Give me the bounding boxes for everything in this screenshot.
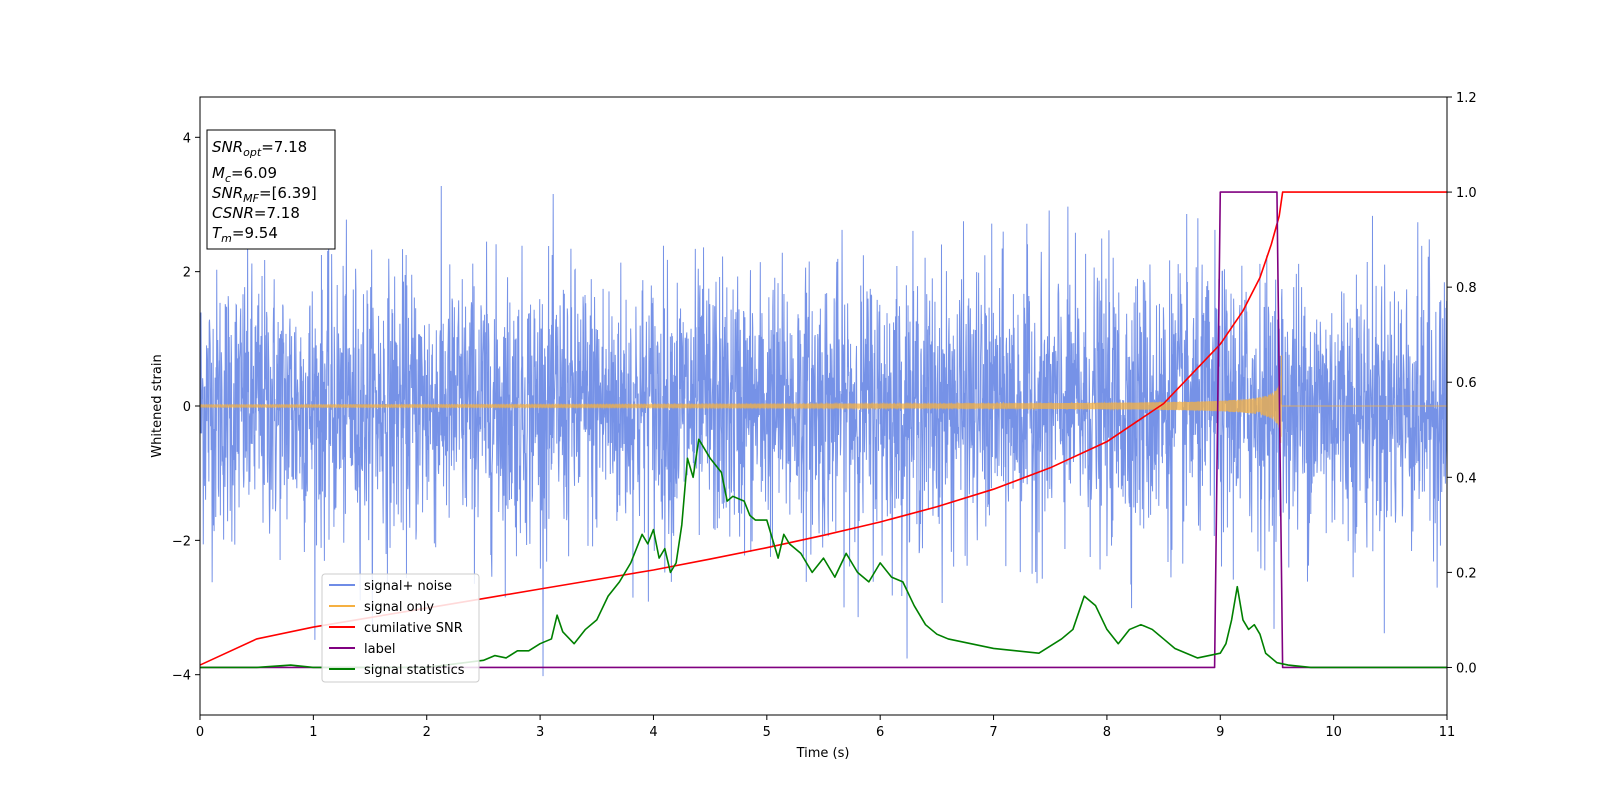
info-mc-sub: c <box>225 172 231 185</box>
legend-label-signal-noise: signal+ noise <box>364 579 452 594</box>
signal-only-line <box>200 355 1447 443</box>
x-axis-label: Time (s) <box>796 746 850 761</box>
info-snr-mf-sub: MF <box>243 192 259 205</box>
info-csnr-value: =7.18 <box>254 204 300 222</box>
signal-statistics-line <box>200 438 1447 669</box>
info-snr-mf: SNRMF=[6.39] <box>212 184 317 205</box>
legend-frame <box>321 573 480 683</box>
signal-only-series <box>200 355 1447 443</box>
y-axis-left: −4 −2 0 2 4 <box>172 131 200 684</box>
y-axis-label: Whitened strain <box>150 354 165 457</box>
x-tick-label: 0 <box>196 725 204 740</box>
info-box: SNRopt=7.18 Mc=6.09 SNRMF=[6.39] CSNR=7.… <box>206 129 336 250</box>
legend-label-signal-only: signal only <box>364 600 434 615</box>
x-tick-label: 3 <box>536 725 544 740</box>
info-snr-opt: SNRopt=7.18 <box>212 138 307 159</box>
info-mc-value: =6.09 <box>231 164 277 182</box>
y-axis-right: 0.0 0.2 0.4 0.6 0.8 1.0 1.2 <box>1447 91 1477 676</box>
y2-tick-label: 0.6 <box>1456 376 1477 391</box>
y-tick-label: 2 <box>183 266 191 281</box>
y2-tick-label: 0.8 <box>1456 281 1477 296</box>
legend-label-label: label <box>364 642 395 657</box>
legend-label-cumulative-snr: cumilative SNR <box>364 621 463 636</box>
y2-tick-label: 0.0 <box>1456 661 1477 676</box>
x-tick-label: 9 <box>1216 725 1224 740</box>
x-tick-label: 10 <box>1325 725 1342 740</box>
y-tick-label: −4 <box>172 669 191 684</box>
info-tm-base: T <box>212 224 223 242</box>
info-snr-opt-base: SNR <box>212 138 243 156</box>
y2-tick-label: 1.0 <box>1456 186 1477 201</box>
y2-tick-label: 0.2 <box>1456 566 1477 581</box>
info-snr-mf-value: =[6.39] <box>259 184 317 202</box>
info-tm: Tm=9.54 <box>212 224 278 245</box>
x-tick-label: 2 <box>423 725 431 740</box>
y2-tick-label: 0.4 <box>1456 471 1477 486</box>
info-tm-value: =9.54 <box>232 224 278 242</box>
legend: signal+ noise signal only cumilative SNR… <box>321 573 480 683</box>
info-snr-opt-sub: opt <box>243 146 262 159</box>
info-tm-sub: m <box>221 232 232 245</box>
info-csnr: CSNR=7.18 <box>212 204 300 222</box>
x-axis: 0 1 2 3 4 5 6 7 8 9 10 11 <box>196 715 1455 740</box>
info-csnr-base: CSNR <box>212 204 254 222</box>
x-tick-label: 4 <box>649 725 657 740</box>
info-mc-base: M <box>212 164 225 182</box>
info-snr-opt-value: =7.18 <box>261 138 307 156</box>
x-tick-label: 5 <box>763 725 771 740</box>
info-mc: Mc=6.09 <box>212 164 277 185</box>
y2-tick-label: 1.2 <box>1456 91 1477 106</box>
x-tick-label: 1 <box>309 725 317 740</box>
x-tick-label: 8 <box>1103 725 1111 740</box>
y-tick-label: −2 <box>172 534 191 549</box>
legend-label-signal-statistics: signal statistics <box>364 663 465 678</box>
y-tick-label: 0 <box>183 400 191 415</box>
x-tick-label: 7 <box>989 725 997 740</box>
info-snr-mf-base: SNR <box>212 184 243 202</box>
x-tick-label: 6 <box>876 725 884 740</box>
y-tick-label: 4 <box>183 131 191 146</box>
x-tick-label: 11 <box>1439 725 1456 740</box>
info-box-frame <box>206 129 336 250</box>
